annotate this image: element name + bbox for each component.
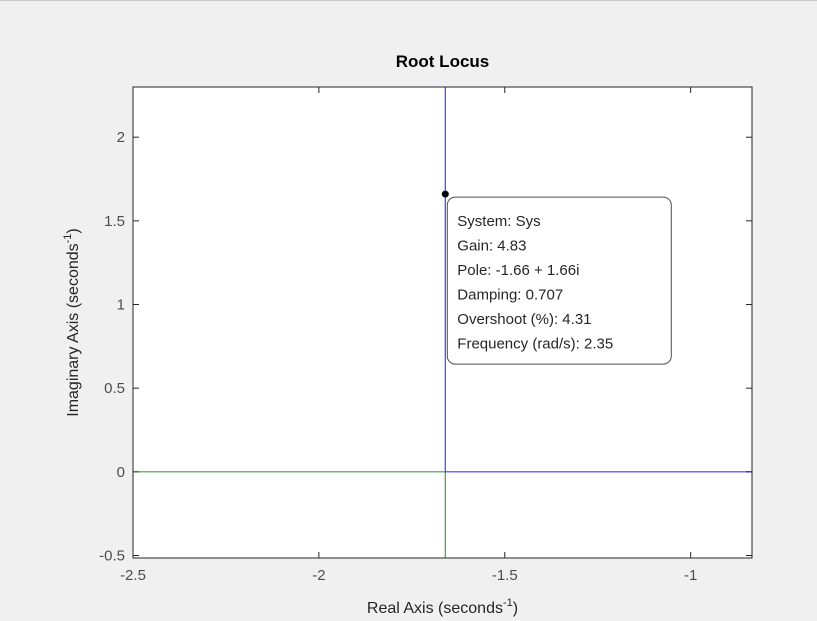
x-tick-label: -2.5 (120, 567, 146, 584)
x-tick-label: -1.5 (492, 567, 518, 584)
y-tick-label: 1.5 (104, 213, 125, 230)
y-tick-label: 2 (117, 129, 125, 146)
x-axis-label: Real Axis (seconds-1) (367, 597, 518, 617)
x-tick-label: -2 (312, 567, 325, 584)
datatip-line: Overshoot (%): 4.31 (457, 311, 591, 328)
datatip-box[interactable] (446, 196, 672, 365)
y-tick-label: -0.5 (99, 547, 125, 564)
chart-title: Root Locus (396, 52, 490, 71)
y-tick-label: 0.5 (104, 380, 125, 397)
locus-branch-2[interactable] (133, 471, 446, 558)
y-tick-label: 1 (117, 297, 125, 314)
datatip-line: Frequency (rad/s): 2.35 (457, 336, 613, 353)
datatip-line: Pole: -1.66 + 1.66i (457, 262, 579, 279)
datatip-line: Damping: 0.707 (457, 287, 563, 304)
y-tick-label: 0 (117, 464, 125, 481)
axes-frame (132, 86, 753, 559)
x-tick-label: -1 (684, 567, 697, 584)
y-axis-label: Imaginary Axis (seconds-1) (62, 228, 82, 417)
datatip-line: Gain: 4.83 (457, 238, 526, 255)
datatip-marker[interactable] (441, 190, 449, 198)
datatip-line: System: Sys (457, 213, 540, 230)
